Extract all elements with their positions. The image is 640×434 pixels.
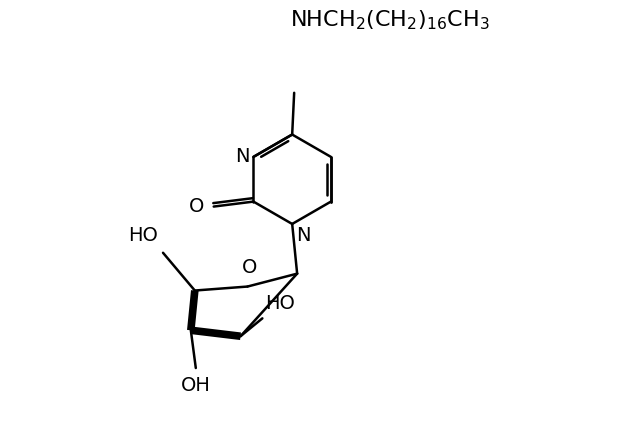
Text: N: N bbox=[235, 148, 250, 166]
Text: O: O bbox=[242, 258, 257, 276]
Text: HO: HO bbox=[266, 294, 295, 313]
Text: O: O bbox=[188, 197, 204, 216]
Text: N: N bbox=[296, 226, 310, 245]
Text: HO: HO bbox=[128, 226, 158, 245]
Text: OH: OH bbox=[181, 376, 211, 395]
Text: NHCH$_2$(CH$_2$)$_{16}$CH$_3$: NHCH$_2$(CH$_2$)$_{16}$CH$_3$ bbox=[290, 9, 490, 32]
